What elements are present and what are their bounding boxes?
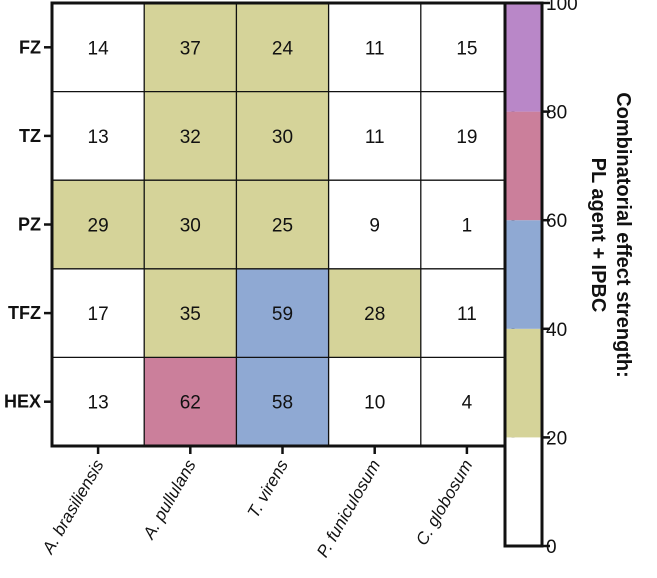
heatmap-cell [144,3,237,92]
heatmap-cell [420,91,513,181]
cell-value-label: 19 [456,127,477,148]
heatmap-cell [328,3,421,92]
column-axis: A. brasiliensis A. pullulans T. virens P. f… [38,446,476,561]
cell-value-label: 59 [272,304,293,325]
colorbar-segment [505,111,542,221]
heatmap-cell [144,180,237,269]
heatmap-cell [236,180,329,269]
heatmap-cell [328,180,421,269]
cell-value-label: 10 [364,393,385,414]
heatmap-cell [236,357,329,446]
heatmap-cells: 14 37 24 11 15 13 32 30 11 19 29 30 25 9 1 17 35 59 28 11 13… [52,3,513,446]
colorbar-border [503,1,544,548]
cell-value-label: 11 [365,38,385,59]
cell-value-label: 17 [88,304,109,325]
cell-value-label: 11 [365,127,385,148]
row-label: HEX [4,392,41,412]
cell-value-label: 4 [462,393,473,414]
colorbar-segment [505,3,542,112]
heatmap-cell [236,91,329,181]
colorbar-tick-label: 0 [546,537,557,558]
row-axis: FZ TZ PZ TFZ HEX [4,37,52,412]
cell-value-label: 14 [88,38,110,59]
heatmap-cell [328,268,421,358]
colorbar-tick-label: 80 [546,103,567,124]
cell-value-label: 24 [272,38,294,59]
colorbar-tick-label: 40 [546,320,567,341]
cell-value-label: 15 [456,38,477,59]
column-label: C. globosum [412,457,476,549]
column-label: A. brasiliensis [38,456,108,558]
colorbar-segment [505,328,542,438]
heatmap-cell [144,268,237,358]
column-label: T. virens [244,456,293,521]
colorbar [503,1,544,548]
cell-value-label: 29 [88,216,109,237]
cell-value-label: 30 [272,127,293,148]
heatmap-cell [420,268,513,358]
colorbar-title-line1: Combinatorial effect strength: [612,92,634,378]
colorbar-tick-label: 60 [546,211,567,232]
colorbar-tick-label: 20 [546,428,567,449]
heatmap-cell [328,357,421,446]
row-label: TFZ [8,303,41,323]
cell-value-label: 25 [272,216,293,237]
heatmap-cell [236,268,329,358]
cell-value-label: 9 [369,216,380,237]
heatmap-cell [420,357,513,446]
column-label: A. pullulans [139,456,200,543]
cell-value-label: 32 [180,127,201,148]
row-label: FZ [19,37,41,57]
colorbar-segment [505,220,542,329]
heatmap-cell [236,3,329,92]
heatmap-cell [144,91,237,181]
cell-value-label: 62 [180,393,201,414]
colorbar-segment [505,437,542,546]
row-label: TZ [19,126,41,146]
column-label: P. funiculosum [313,457,384,561]
cell-value-label: 37 [180,38,201,59]
heatmap-cell [328,91,421,181]
colorbar-axis: 0 20 40 60 80 100 [542,0,578,558]
colorbar-tick-label: 100 [546,0,578,15]
heatmap-cell [420,3,513,92]
heatmap-cell [144,357,237,446]
heatmap-cell [52,91,145,181]
row-label: PZ [18,215,41,235]
heatmap-cell [52,357,145,446]
cell-value-label: 58 [272,393,293,414]
cell-value-label: 35 [180,304,201,325]
heatmap-cell [52,3,145,92]
colorbar-title-line2: PL agent + IPBC [587,158,609,313]
cell-value-label: 30 [180,216,201,237]
heatmap-cell [420,180,513,269]
cell-value-label: 11 [457,304,477,325]
cell-value-label: 13 [88,393,109,414]
cell-value-label: 1 [462,216,473,237]
cell-value-label: 28 [364,304,385,325]
cell-value-label: 13 [88,127,109,148]
heatmap-cell [52,268,145,358]
heatmap-cell [52,180,145,269]
